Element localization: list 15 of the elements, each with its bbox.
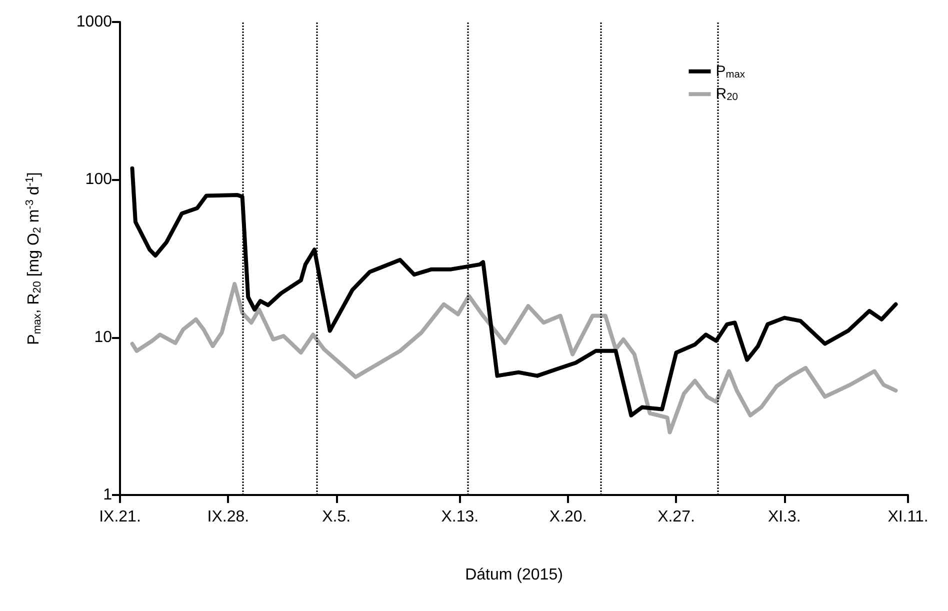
x-tick-label: X.13. <box>441 508 479 526</box>
x-tick-label: X.5. <box>322 508 351 526</box>
x-axis-title: Dátum (2015) <box>465 566 563 584</box>
y-tick-label: 100 <box>85 171 112 188</box>
x-tick-label: X.20. <box>549 508 587 526</box>
x-tick-label: IX.21. <box>99 508 141 526</box>
x-tick-label: IX.28. <box>207 508 250 526</box>
y-tick-label: 1 <box>103 486 112 504</box>
y-tick-label: 1000 <box>76 14 112 30</box>
y-tick-label: 10 <box>94 328 112 346</box>
x-tick-label: XI.11. <box>888 508 928 526</box>
x-tick-label: XI.3. <box>768 508 801 526</box>
x-tick-label: X.27. <box>658 508 695 526</box>
text: Pmax, R20 [mg O2 m-3 d-1] <box>24 172 44 345</box>
line-series <box>130 282 898 434</box>
